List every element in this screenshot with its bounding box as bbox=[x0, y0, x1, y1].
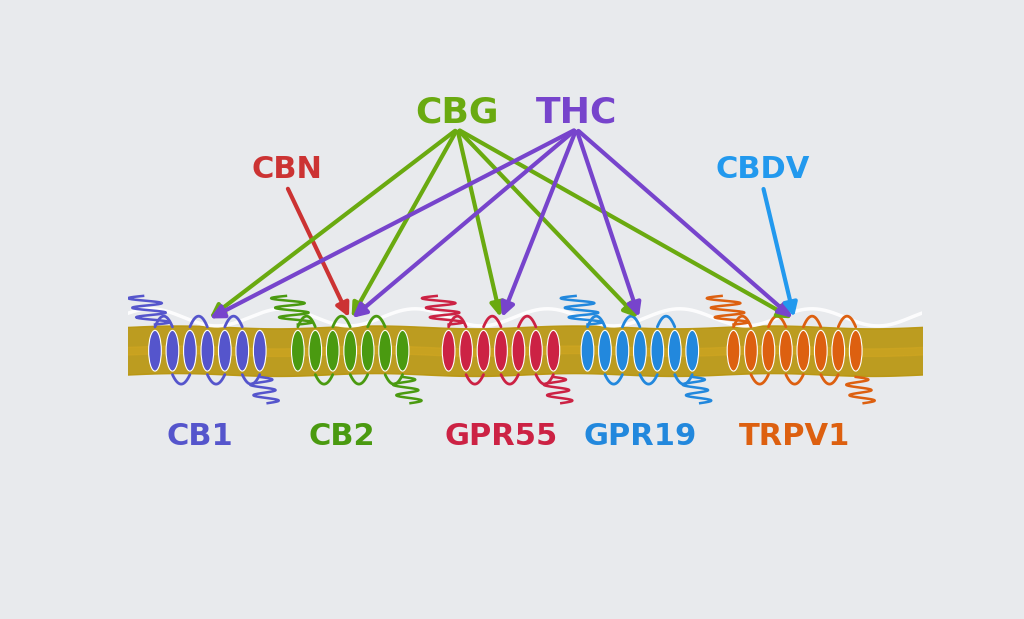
Ellipse shape bbox=[814, 331, 827, 371]
Ellipse shape bbox=[309, 331, 322, 371]
Ellipse shape bbox=[727, 331, 740, 371]
Ellipse shape bbox=[292, 331, 304, 371]
Ellipse shape bbox=[477, 331, 489, 371]
Text: CBN: CBN bbox=[251, 155, 323, 184]
Ellipse shape bbox=[849, 331, 862, 371]
Ellipse shape bbox=[218, 331, 231, 371]
Text: CB2: CB2 bbox=[309, 422, 376, 451]
Text: THC: THC bbox=[536, 95, 617, 129]
Ellipse shape bbox=[529, 331, 543, 371]
Ellipse shape bbox=[495, 331, 507, 371]
Ellipse shape bbox=[442, 331, 455, 371]
Ellipse shape bbox=[831, 331, 845, 371]
Ellipse shape bbox=[460, 331, 472, 371]
Ellipse shape bbox=[744, 331, 758, 371]
Ellipse shape bbox=[379, 331, 391, 371]
Ellipse shape bbox=[183, 331, 197, 371]
Ellipse shape bbox=[616, 331, 629, 371]
Text: TRPV1: TRPV1 bbox=[739, 422, 850, 451]
Text: CBG: CBG bbox=[416, 95, 499, 129]
Ellipse shape bbox=[669, 331, 681, 371]
Ellipse shape bbox=[512, 331, 524, 371]
Ellipse shape bbox=[599, 331, 611, 371]
Ellipse shape bbox=[779, 331, 793, 371]
Ellipse shape bbox=[166, 331, 179, 371]
Ellipse shape bbox=[361, 331, 374, 371]
Ellipse shape bbox=[201, 331, 214, 371]
Text: GPR19: GPR19 bbox=[584, 422, 696, 451]
Ellipse shape bbox=[547, 331, 560, 371]
Ellipse shape bbox=[762, 331, 775, 371]
Text: GPR55: GPR55 bbox=[444, 422, 558, 451]
Ellipse shape bbox=[253, 331, 266, 371]
Ellipse shape bbox=[148, 331, 162, 371]
Text: CB1: CB1 bbox=[166, 422, 232, 451]
Ellipse shape bbox=[651, 331, 664, 371]
Ellipse shape bbox=[236, 331, 249, 371]
Text: CBDV: CBDV bbox=[716, 155, 810, 184]
Ellipse shape bbox=[797, 331, 810, 371]
Ellipse shape bbox=[344, 331, 356, 371]
Ellipse shape bbox=[634, 331, 646, 371]
Ellipse shape bbox=[327, 331, 339, 371]
Ellipse shape bbox=[582, 331, 594, 371]
Ellipse shape bbox=[686, 331, 698, 371]
Ellipse shape bbox=[396, 331, 409, 371]
